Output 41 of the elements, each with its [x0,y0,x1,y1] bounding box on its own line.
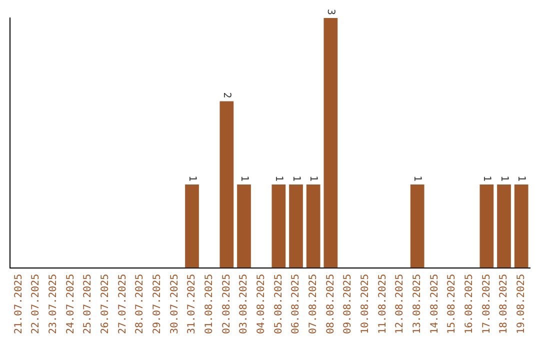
x-tick-label: 15.08.2025 [446,274,458,334]
x-tick-label: 21.07.2025 [13,274,24,334]
x-tick-label: 07.08.2025 [308,274,319,334]
data-label: 1 [290,176,302,182]
x-tick-label: 02.08.2025 [221,274,232,334]
x-tick-label: 08.08.2025 [325,274,336,334]
x-tick-label: 23.07.2025 [48,274,59,334]
data-label: 1 [238,176,250,182]
x-tick-label: 17.08.2025 [481,274,492,334]
x-tick-label: 01.08.2025 [204,274,215,334]
x-tick-label: 16.08.2025 [464,274,475,334]
x-tick-label: 19.08.2025 [516,274,527,334]
x-tick-label: 18.08.2025 [498,274,510,334]
x-tick-label: 31.07.2025 [186,274,198,334]
x-tick-label: 10.08.2025 [360,274,371,334]
data-label: 1 [412,176,423,182]
x-tick-label: 28.07.2025 [134,274,146,334]
x-tick-label: 24.07.2025 [65,274,76,334]
x-tick-label: 06.08.2025 [290,274,302,334]
x-tick-label: 22.07.2025 [30,274,42,334]
data-label: 1 [516,176,527,182]
data-label: 1 [498,176,510,182]
x-tick-label: 25.07.2025 [82,274,94,334]
x-tick-label: 29.07.2025 [152,274,163,334]
x-tick-label: 04.08.2025 [256,274,267,334]
x-tick-label: 26.07.2025 [100,274,111,334]
data-label: 1 [186,176,198,182]
x-tick-label: 05.08.2025 [273,274,284,334]
x-tick-label: 11.08.2025 [377,274,388,334]
data-label: 1 [273,176,284,182]
data-label: 1 [481,176,492,182]
data-label: 2 [221,92,232,98]
x-tick-label: 03.08.2025 [238,274,250,334]
x-tick-label: 30.07.2025 [169,274,180,334]
x-tick-label: 12.08.2025 [394,274,406,334]
x-tick-label: 14.08.2025 [429,274,440,334]
data-label: 1 [308,176,319,182]
x-tick-label: 27.07.2025 [117,274,128,334]
x-tick-label: 13.08.2025 [412,274,423,334]
x-tick-label: 09.08.2025 [342,274,354,334]
data-label: 3 [325,8,336,15]
